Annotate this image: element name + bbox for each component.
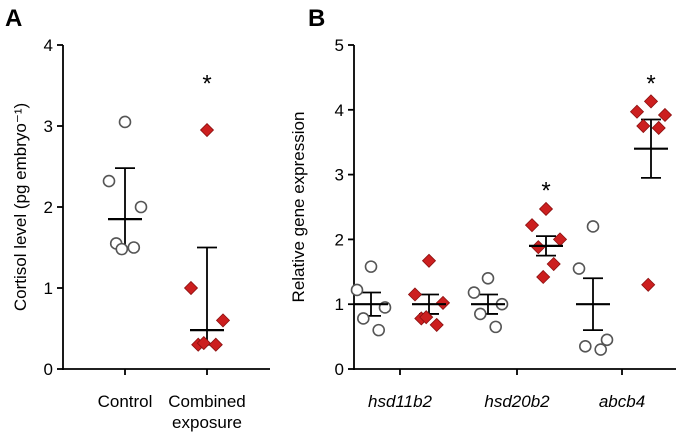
y-tick-label: 4: [44, 36, 53, 55]
data-point: [643, 94, 659, 109]
chart-b: 0 1 2 3 4 5 Relative gene expression hsd11b2 hsd…: [289, 36, 676, 411]
data-point: [115, 242, 129, 256]
y-tick-label: 2: [335, 230, 344, 249]
panel-a-label: A: [5, 5, 22, 32]
data-point: [118, 115, 132, 129]
data-point: [196, 336, 211, 351]
x-tick-label: hsd11b2: [368, 392, 433, 411]
data-point: [429, 317, 444, 333]
data-point: [489, 320, 503, 334]
significance-marker: *: [202, 70, 211, 97]
data-point: [651, 120, 666, 136]
y-tick-label: 3: [44, 117, 53, 136]
data-point: [467, 286, 481, 299]
panel-b-label: B: [308, 5, 325, 32]
data-point: [578, 340, 592, 353]
significance-marker: *: [646, 70, 655, 97]
y-tick-label: 1: [335, 295, 344, 314]
data-point: [127, 241, 141, 254]
data-point: [538, 201, 554, 217]
data-point: [407, 287, 423, 302]
x-tick-label: exposure: [172, 413, 242, 432]
data-point: [586, 220, 600, 233]
x-tick-label: abcb4: [599, 392, 645, 411]
y-tick-label: 3: [335, 166, 344, 185]
significance-marker: *: [541, 177, 550, 204]
y-tick-label: 0: [44, 360, 53, 379]
y-axis-label: Relative gene expression: [289, 112, 308, 303]
data-point: [641, 277, 656, 292]
data-point: [134, 200, 148, 214]
data-point: [364, 260, 378, 273]
y-tick-label: 4: [335, 101, 344, 120]
data-point: [546, 256, 561, 272]
data-point: [636, 118, 651, 134]
data-point: [350, 283, 364, 297]
data-point: [199, 122, 215, 138]
y-axis-label: Cortisol level (pg embryo⁻¹): [11, 103, 30, 311]
data-point: [481, 271, 495, 285]
data-point: [473, 307, 487, 321]
data-point: [208, 337, 223, 352]
data-point: [629, 104, 645, 119]
data-point: [531, 240, 546, 255]
data-point: [657, 107, 673, 123]
y-tick-label: 5: [335, 36, 344, 55]
data-point: [183, 280, 199, 296]
data-point: [102, 174, 116, 188]
y-tick-label: 2: [44, 198, 53, 217]
x-tick-label: Combined: [168, 392, 246, 411]
data-point: [524, 218, 540, 233]
chart-a: 0 1 2 3 4 Cortisol level (pg embryo⁻¹) Control…: [11, 36, 270, 432]
data-point: [536, 269, 551, 285]
data-point: [435, 295, 451, 310]
data-point: [552, 232, 568, 247]
data-point: [356, 312, 370, 325]
data-point: [419, 310, 434, 325]
data-point: [421, 253, 437, 268]
data-point: [594, 343, 608, 356]
y-tick-label: 0: [335, 360, 344, 379]
x-tick-label: Control: [98, 392, 153, 411]
data-point: [372, 323, 386, 337]
data-point: [600, 333, 614, 347]
data-point: [215, 313, 231, 328]
y-tick-label: 1: [44, 279, 53, 298]
x-tick-label: hsd20b2: [484, 392, 550, 411]
data-point: [572, 262, 586, 275]
